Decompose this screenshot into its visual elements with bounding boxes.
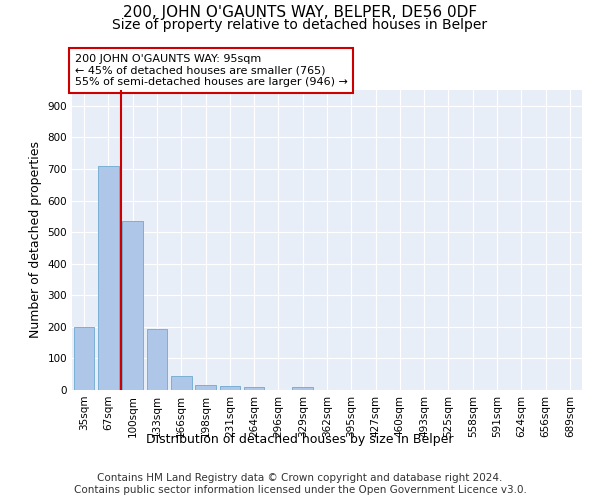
Bar xyxy=(195,384,216,390)
Text: 200 JOHN O'GAUNTS WAY: 95sqm
← 45% of detached houses are smaller (765)
55% of s: 200 JOHN O'GAUNTS WAY: 95sqm ← 45% of de… xyxy=(74,54,347,87)
Text: Contains HM Land Registry data © Crown copyright and database right 2024.
Contai: Contains HM Land Registry data © Crown c… xyxy=(74,474,526,495)
Bar xyxy=(220,386,240,390)
Bar xyxy=(244,387,265,390)
Bar xyxy=(146,329,167,390)
Bar xyxy=(122,221,143,390)
Bar xyxy=(292,388,313,390)
Y-axis label: Number of detached properties: Number of detached properties xyxy=(29,142,42,338)
Text: Distribution of detached houses by size in Belper: Distribution of detached houses by size … xyxy=(146,432,454,446)
Text: 200, JOHN O'GAUNTS WAY, BELPER, DE56 0DF: 200, JOHN O'GAUNTS WAY, BELPER, DE56 0DF xyxy=(123,5,477,20)
Bar xyxy=(74,327,94,390)
Bar xyxy=(98,166,119,390)
Bar xyxy=(171,376,191,390)
Text: Size of property relative to detached houses in Belper: Size of property relative to detached ho… xyxy=(112,18,488,32)
